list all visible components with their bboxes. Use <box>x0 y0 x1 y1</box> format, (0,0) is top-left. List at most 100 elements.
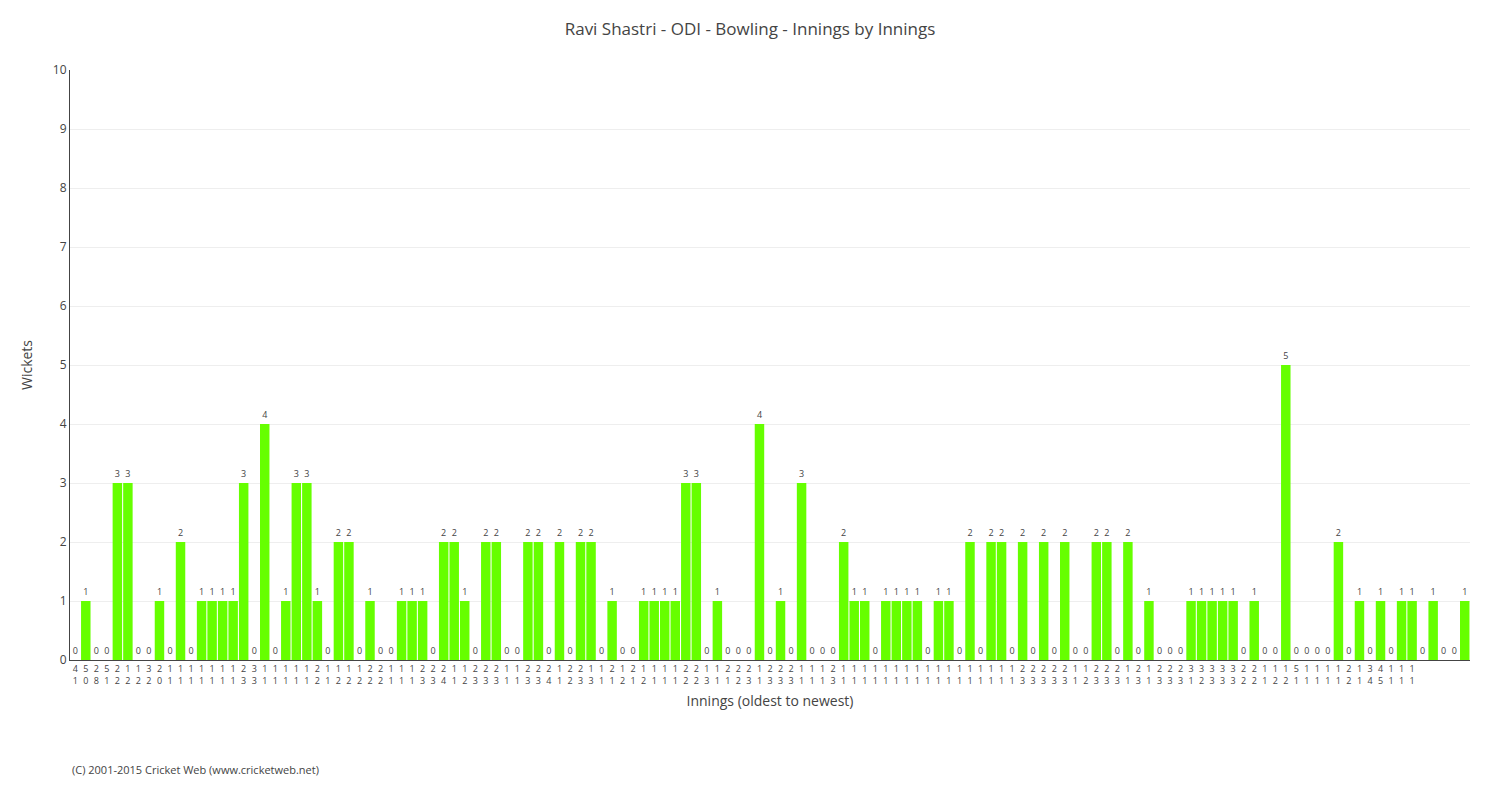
svg-text:2: 2 <box>1094 526 1099 539</box>
svg-text:0: 0 <box>504 644 509 657</box>
svg-text:22: 22 <box>1346 662 1351 687</box>
svg-text:11: 11 <box>283 662 288 687</box>
svg-text:11: 11 <box>1388 662 1393 687</box>
svg-text:11: 11 <box>199 662 204 687</box>
svg-text:4: 4 <box>262 408 267 421</box>
svg-text:2: 2 <box>336 526 341 539</box>
svg-text:Ravi Shastri - ODI - Bowling -: Ravi Shastri - ODI - Bowling - Innings b… <box>565 17 936 40</box>
svg-text:1: 1 <box>462 585 467 598</box>
svg-text:11: 11 <box>388 662 393 687</box>
svg-text:2: 2 <box>988 526 993 539</box>
svg-text:1: 1 <box>367 585 372 598</box>
svg-text:1: 1 <box>220 585 225 598</box>
svg-text:2: 2 <box>441 526 446 539</box>
svg-text:1: 1 <box>715 585 720 598</box>
svg-text:10: 10 <box>53 61 67 78</box>
svg-text:11: 11 <box>557 662 562 687</box>
svg-text:11: 11 <box>894 662 899 687</box>
svg-text:11: 11 <box>862 662 867 687</box>
svg-text:1: 1 <box>283 585 288 598</box>
svg-text:11: 11 <box>841 662 846 687</box>
svg-text:0: 0 <box>1441 644 1446 657</box>
svg-text:8: 8 <box>60 179 67 196</box>
svg-text:11: 11 <box>273 662 278 687</box>
svg-text:11: 11 <box>673 662 678 687</box>
svg-text:2: 2 <box>999 526 1004 539</box>
svg-text:2: 2 <box>557 526 562 539</box>
svg-text:0: 0 <box>957 644 962 657</box>
svg-text:0: 0 <box>746 644 751 657</box>
svg-text:0: 0 <box>1178 644 1183 657</box>
svg-text:5: 5 <box>60 356 67 373</box>
svg-text:22: 22 <box>694 662 699 687</box>
svg-text:0: 0 <box>567 644 572 657</box>
svg-text:2: 2 <box>1104 526 1109 539</box>
svg-text:1: 1 <box>610 585 615 598</box>
svg-text:11: 11 <box>452 662 457 687</box>
svg-text:0: 0 <box>167 644 172 657</box>
svg-text:11: 11 <box>662 662 667 687</box>
svg-text:11: 11 <box>967 662 972 687</box>
svg-text:33: 33 <box>1210 662 1215 687</box>
svg-text:2: 2 <box>494 526 499 539</box>
svg-text:51: 51 <box>104 662 109 687</box>
svg-text:0: 0 <box>388 644 393 657</box>
svg-text:1: 1 <box>904 585 909 598</box>
svg-text:12: 12 <box>1273 662 1278 687</box>
svg-text:4: 4 <box>60 415 67 432</box>
svg-text:0: 0 <box>146 644 151 657</box>
svg-text:1: 1 <box>915 585 920 598</box>
svg-text:3: 3 <box>60 474 67 491</box>
svg-text:12: 12 <box>462 662 467 687</box>
svg-text:23: 23 <box>831 662 836 687</box>
svg-text:7: 7 <box>60 238 67 255</box>
svg-text:0: 0 <box>873 644 878 657</box>
svg-text:11: 11 <box>231 662 236 687</box>
svg-text:24: 24 <box>546 662 551 687</box>
svg-text:11: 11 <box>410 662 415 687</box>
svg-text:23: 23 <box>1094 662 1099 687</box>
svg-text:2: 2 <box>536 526 541 539</box>
svg-text:2: 2 <box>525 526 530 539</box>
svg-text:11: 11 <box>1073 662 1078 687</box>
svg-text:0: 0 <box>1367 644 1372 657</box>
svg-text:3: 3 <box>799 467 804 480</box>
svg-text:11: 11 <box>167 662 172 687</box>
svg-text:0: 0 <box>788 644 793 657</box>
svg-text:12: 12 <box>620 662 625 687</box>
svg-text:23: 23 <box>1041 662 1046 687</box>
svg-text:23: 23 <box>536 662 541 687</box>
svg-text:2: 2 <box>483 526 488 539</box>
svg-text:23: 23 <box>1020 662 1025 687</box>
svg-text:0: 0 <box>767 644 772 657</box>
svg-text:0: 0 <box>1052 644 1057 657</box>
svg-text:22: 22 <box>115 662 120 687</box>
svg-text:11: 11 <box>946 662 951 687</box>
svg-text:11: 11 <box>936 662 941 687</box>
svg-text:0: 0 <box>620 644 625 657</box>
svg-text:11: 11 <box>757 662 762 687</box>
svg-text:11: 11 <box>810 662 815 687</box>
svg-text:0: 0 <box>1073 644 1078 657</box>
svg-text:0: 0 <box>831 644 836 657</box>
svg-text:12: 12 <box>346 662 351 687</box>
svg-text:23: 23 <box>1031 662 1036 687</box>
svg-text:12: 12 <box>1283 662 1288 687</box>
svg-text:11: 11 <box>1325 662 1330 687</box>
svg-text:0: 0 <box>1315 644 1320 657</box>
svg-text:23: 23 <box>767 662 772 687</box>
svg-text:3: 3 <box>241 467 246 480</box>
svg-text:2: 2 <box>841 526 846 539</box>
svg-text:1: 1 <box>1357 585 1362 598</box>
svg-text:12: 12 <box>641 662 646 687</box>
svg-text:23: 23 <box>578 662 583 687</box>
svg-text:11: 11 <box>652 662 657 687</box>
svg-text:33: 33 <box>252 662 257 687</box>
svg-text:23: 23 <box>1136 662 1141 687</box>
svg-text:23: 23 <box>525 662 530 687</box>
svg-text:20: 20 <box>157 662 162 687</box>
svg-text:11: 11 <box>262 662 267 687</box>
svg-text:11: 11 <box>220 662 225 687</box>
svg-text:23: 23 <box>1157 662 1162 687</box>
svg-text:11: 11 <box>925 662 930 687</box>
